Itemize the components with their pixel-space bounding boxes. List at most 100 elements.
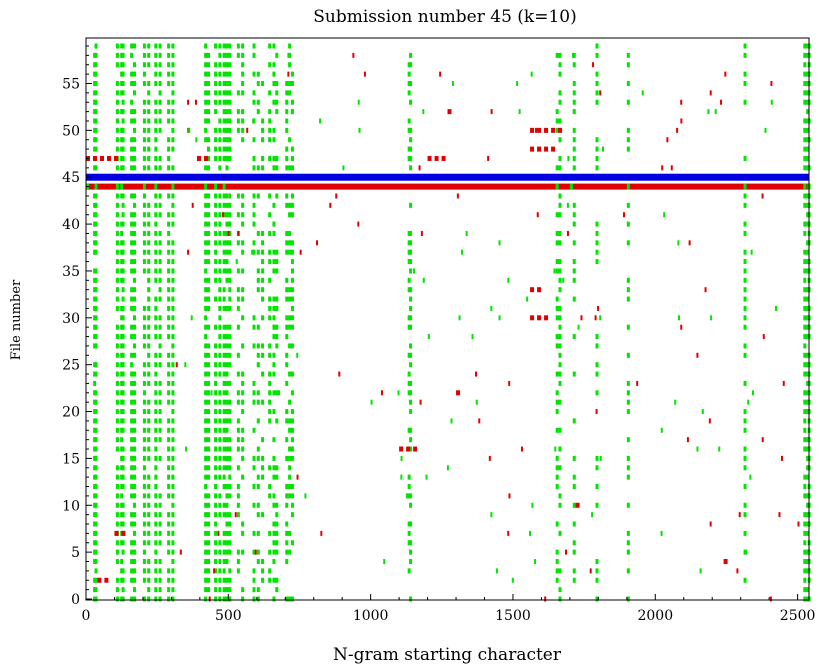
green-match-cell xyxy=(204,446,208,452)
green-match-cell xyxy=(130,259,134,265)
green-match-cell xyxy=(558,90,562,96)
green-match-cell xyxy=(272,559,276,565)
green-match-cell xyxy=(803,418,807,424)
green-match-cell xyxy=(285,596,289,602)
green-match-cell xyxy=(595,390,599,396)
green-match-cell xyxy=(115,418,119,424)
green-match-cell xyxy=(132,62,136,68)
green-match-cell xyxy=(121,221,125,227)
green-match-cell xyxy=(558,493,562,499)
green-match-cell xyxy=(171,352,175,358)
green-match-cell xyxy=(171,559,175,565)
green-match-cell xyxy=(595,577,599,583)
green-match-cell xyxy=(228,446,232,452)
green-match-cell xyxy=(241,287,245,293)
green-match-cell xyxy=(558,352,562,358)
red-match-cell xyxy=(446,465,449,471)
green-match-cell xyxy=(94,418,98,424)
green-match-cell xyxy=(132,249,136,255)
green-match-cell xyxy=(171,418,175,424)
green-match-cell xyxy=(171,268,175,274)
red-match-cell xyxy=(565,549,568,555)
green-match-cell xyxy=(222,324,226,330)
green-match-cell xyxy=(158,568,162,574)
green-match-cell xyxy=(743,71,747,77)
green-match-cell xyxy=(115,109,119,115)
x-axis: 0 500 1000 1500 2000 2500 xyxy=(82,594,815,624)
green-match-cell xyxy=(115,577,119,583)
green-match-cell xyxy=(241,118,245,124)
green-match-cell xyxy=(558,71,562,77)
green-match-cell xyxy=(158,90,162,96)
green-match-cell xyxy=(115,596,119,602)
green-match-cell xyxy=(147,230,151,236)
red-match-cell xyxy=(204,155,209,161)
green-match-cell xyxy=(218,352,222,358)
green-match-cell xyxy=(595,240,599,246)
green-match-cell xyxy=(803,437,807,443)
green-match-cell xyxy=(132,380,136,386)
red-match-cell xyxy=(490,109,493,115)
y-tick-label: 55 xyxy=(62,76,80,92)
green-match-cell xyxy=(272,315,276,321)
green-match-cell xyxy=(154,315,158,321)
green-match-cell xyxy=(147,118,151,124)
green-match-cell xyxy=(206,352,210,358)
red-match-cell xyxy=(383,559,386,565)
green-match-cell xyxy=(214,587,218,593)
green-match-cell xyxy=(94,183,98,190)
green-match-cell xyxy=(743,380,747,386)
green-match-cell xyxy=(115,127,119,133)
green-match-cell xyxy=(94,577,98,583)
green-match-cell xyxy=(206,399,210,405)
green-match-cell xyxy=(171,296,175,302)
green-match-cell xyxy=(228,409,232,415)
green-match-cell xyxy=(214,540,218,546)
green-match-cell xyxy=(241,446,245,452)
green-match-cell xyxy=(142,268,146,274)
red-match-cell xyxy=(187,249,190,255)
green-match-cell xyxy=(252,596,256,602)
green-match-cell xyxy=(167,437,171,443)
green-match-cell xyxy=(285,352,289,358)
green-match-cell xyxy=(222,427,226,433)
green-match-cell xyxy=(147,474,151,480)
red-match-cell xyxy=(114,155,118,161)
green-match-cell xyxy=(222,109,226,115)
green-match-cell xyxy=(222,202,226,208)
green-match-cell xyxy=(254,549,257,555)
green-match-cell xyxy=(147,146,151,152)
green-match-cell xyxy=(743,155,747,161)
x-tick-label: 1500 xyxy=(495,608,531,624)
green-match-cell xyxy=(595,249,599,255)
green-match-cell xyxy=(130,409,134,415)
green-match-cell xyxy=(256,474,260,480)
green-match-cell xyxy=(572,577,576,583)
green-match-cell xyxy=(222,240,226,246)
green-match-cell xyxy=(94,52,98,58)
green-match-cell xyxy=(275,521,279,527)
red-match-cell xyxy=(544,127,549,133)
green-match-cell xyxy=(572,221,576,227)
green-match-cell xyxy=(272,230,276,236)
green-match-cell xyxy=(225,418,229,424)
green-match-cell xyxy=(261,474,265,480)
green-match-cell xyxy=(241,371,245,377)
green-match-cell xyxy=(558,315,562,321)
green-match-cell xyxy=(743,530,747,536)
green-match-cell xyxy=(256,502,260,508)
green-match-cell xyxy=(680,118,683,124)
green-match-cell xyxy=(204,296,208,302)
red-match-cell xyxy=(121,530,126,536)
green-match-cell xyxy=(558,380,562,386)
green-match-cell xyxy=(225,371,229,377)
green-match-cell xyxy=(171,324,175,330)
green-match-cell xyxy=(228,530,232,536)
green-match-cell xyxy=(167,577,171,583)
green-match-cell xyxy=(154,465,158,471)
green-match-cell xyxy=(256,249,260,255)
green-match-cell xyxy=(252,71,256,77)
red-match-cell xyxy=(498,240,501,246)
green-match-cell xyxy=(154,268,158,274)
green-match-cell xyxy=(132,146,136,152)
